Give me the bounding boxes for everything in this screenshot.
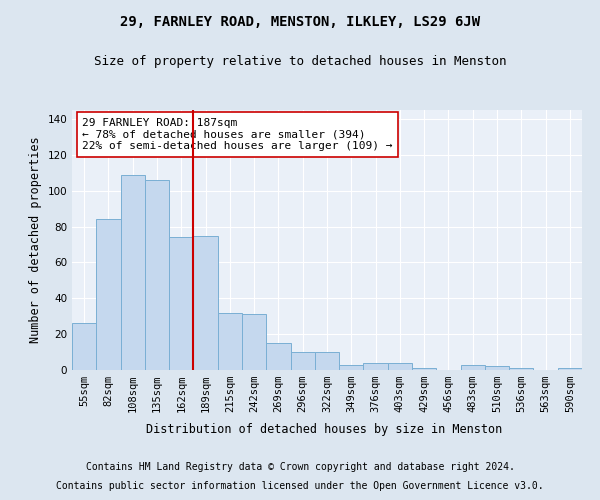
Bar bbox=[364, 363, 388, 370]
Y-axis label: Number of detached properties: Number of detached properties bbox=[29, 136, 42, 344]
Bar bbox=[169, 238, 193, 370]
Bar bbox=[121, 174, 145, 370]
Text: Contains HM Land Registry data © Crown copyright and database right 2024.: Contains HM Land Registry data © Crown c… bbox=[86, 462, 514, 472]
Bar bbox=[315, 352, 339, 370]
Bar bbox=[485, 366, 509, 370]
Bar bbox=[266, 343, 290, 370]
Bar bbox=[412, 368, 436, 370]
Text: Size of property relative to detached houses in Menston: Size of property relative to detached ho… bbox=[94, 55, 506, 68]
Text: 29 FARNLEY ROAD: 187sqm
← 78% of detached houses are smaller (394)
22% of semi-d: 29 FARNLEY ROAD: 187sqm ← 78% of detache… bbox=[82, 118, 392, 151]
Bar bbox=[339, 364, 364, 370]
Text: Contains public sector information licensed under the Open Government Licence v3: Contains public sector information licen… bbox=[56, 481, 544, 491]
Text: Distribution of detached houses by size in Menston: Distribution of detached houses by size … bbox=[146, 422, 502, 436]
Bar bbox=[193, 236, 218, 370]
Bar bbox=[96, 220, 121, 370]
Bar bbox=[145, 180, 169, 370]
Bar bbox=[509, 368, 533, 370]
Text: 29, FARNLEY ROAD, MENSTON, ILKLEY, LS29 6JW: 29, FARNLEY ROAD, MENSTON, ILKLEY, LS29 … bbox=[120, 15, 480, 29]
Bar bbox=[242, 314, 266, 370]
Bar bbox=[218, 312, 242, 370]
Bar bbox=[72, 324, 96, 370]
Bar bbox=[290, 352, 315, 370]
Bar bbox=[558, 368, 582, 370]
Bar bbox=[461, 364, 485, 370]
Bar bbox=[388, 363, 412, 370]
